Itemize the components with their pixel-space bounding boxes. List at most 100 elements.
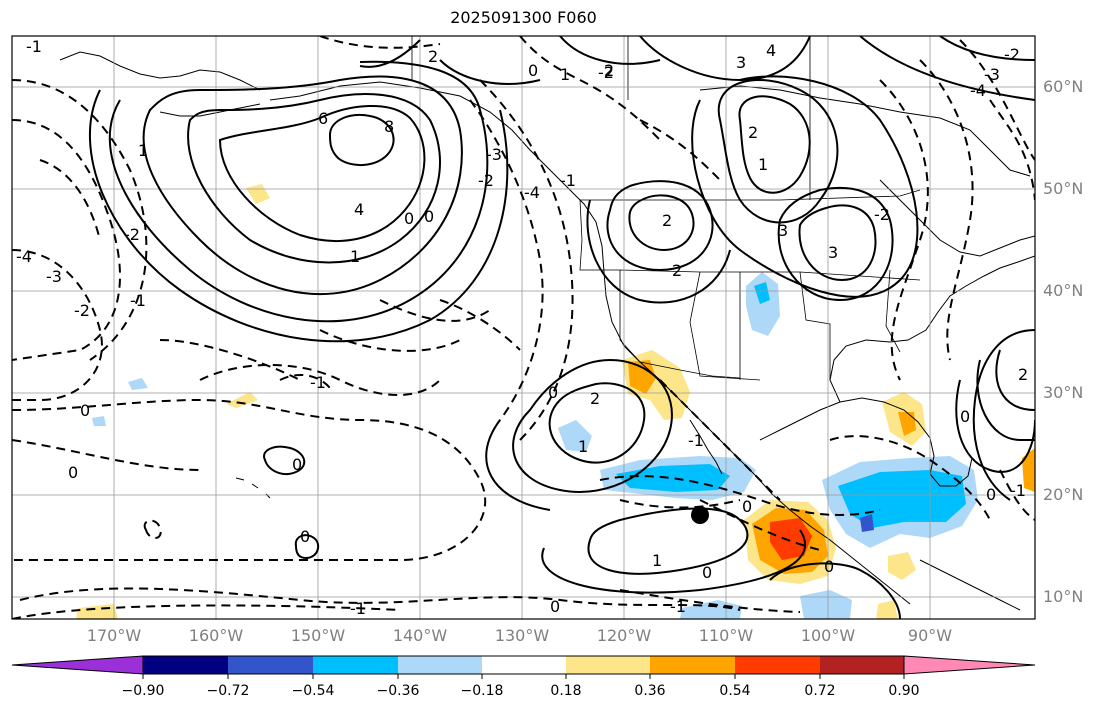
contour-label: 0 [550, 597, 560, 616]
negative-shading-gulf-yucatan-deep [860, 514, 874, 532]
contour-label: -4 [970, 81, 986, 100]
lat-label-20n: 20°N [1043, 485, 1084, 504]
contour-label: -1 [130, 291, 146, 310]
negative-shading-pacific-small [128, 378, 148, 390]
positive-shading-gulf-core [898, 412, 916, 436]
contour-label: 8 [384, 117, 394, 136]
lon-label-140w: 140°W [392, 626, 448, 645]
contour-label: -2 [1004, 45, 1020, 64]
lon-label-170w: 170°W [86, 626, 142, 645]
contour-label: 2 [662, 211, 672, 230]
colorbar [11, 655, 1036, 679]
contour-label: -1 [310, 373, 326, 392]
contour-label: -2 [478, 171, 494, 190]
colorbar-label: −0.72 [206, 683, 250, 699]
contour-labels: 6 8 4 1 2 2 1 2 3 3 2 1 0 0 0 2 1 0 1 0 … [16, 37, 1028, 618]
station-dot-marker [691, 506, 709, 524]
colorbar-swatch [735, 656, 820, 674]
lat-label-50n: 50°N [1043, 179, 1084, 198]
contour-label: -1 [350, 599, 366, 618]
contour-label: -1 [26, 37, 42, 56]
contour-label: 0 [292, 455, 302, 474]
contour-label: 1 [350, 247, 360, 266]
contour-label: 4 [766, 41, 776, 60]
colorbar-label: −0.18 [460, 683, 504, 699]
colorbar-label: −0.54 [291, 683, 335, 699]
contour-label: 2 [604, 61, 614, 80]
dashed-contours [12, 36, 1035, 619]
contour-label: 0 [824, 557, 834, 576]
colorbar-swatch [820, 656, 904, 674]
contour-label: 2 [748, 123, 758, 142]
contour-label: 0 [528, 61, 538, 80]
negative-shading-gulf-yucatan-core [838, 470, 966, 528]
contour-label: 0 [424, 207, 434, 226]
contour-label: 3 [736, 53, 746, 72]
lat-label-10n: 10°N [1043, 587, 1084, 606]
colorbar-extend-low [11, 655, 144, 675]
lon-label-110w: 110°W [698, 626, 754, 645]
colorbar-label: 0.72 [804, 683, 836, 699]
contour-label: 2 [590, 389, 600, 408]
plot-title: 2025091300 F060 [450, 8, 597, 27]
colorbar-label: −0.36 [376, 683, 420, 699]
contour-label: 0 [742, 497, 752, 516]
contour-label: -3 [486, 145, 502, 164]
positive-shading-west-small [226, 392, 258, 408]
political-borders [411, 36, 921, 381]
colorbar-swatch [566, 656, 650, 674]
colorbar-label: 0.36 [634, 683, 666, 699]
negative-shading-pacific-mexico-core [616, 464, 730, 492]
lon-label-160w: 160°W [188, 626, 244, 645]
lon-label-150w: 150°W [290, 626, 346, 645]
contour-label: -1 [688, 431, 704, 450]
colorbar-swatch [143, 656, 228, 674]
contour-label: -1 [670, 597, 686, 616]
colorbar-swatch [228, 656, 313, 674]
negative-shading-pacific-small2 [92, 416, 106, 426]
colorbar-label: 0.54 [719, 683, 751, 699]
contour-label: 6 [318, 109, 328, 128]
contour-label: 1 [138, 141, 148, 160]
contour-label: 2 [1018, 365, 1028, 384]
contour-label: 0 [548, 383, 558, 402]
contour-label: 0 [300, 527, 310, 546]
contour-label: -1 [560, 171, 576, 190]
contour-label: -2 [124, 225, 140, 244]
coastlines [59, 51, 1035, 611]
colorbar-label: 0.18 [550, 683, 582, 699]
positive-shading-sw [876, 600, 898, 619]
positive-shading-south-small [76, 604, 118, 619]
colorbar-swatch [482, 656, 566, 674]
colorbar-swatch [398, 656, 482, 674]
contour-label: -3 [46, 267, 62, 286]
contour-label: 2 [428, 47, 438, 66]
contour-label: 2 [672, 261, 682, 280]
colorbar-extend-high [903, 655, 1036, 675]
contour-label: 0 [702, 563, 712, 582]
contour-label: -4 [16, 247, 32, 266]
colorbar-swatch [650, 656, 735, 674]
contour-label: 4 [354, 200, 364, 219]
contour-label: 3 [828, 243, 838, 262]
positive-shading-caribbean [888, 552, 916, 580]
colorbar-label: 0.90 [888, 683, 920, 699]
contour-label: 1 [652, 551, 662, 570]
contour-label: 1 [560, 65, 570, 84]
negative-shading-socal [558, 420, 592, 452]
contour-label: 1 [578, 437, 588, 456]
negative-shading-south-mx [800, 590, 852, 619]
contour-label: 1 [758, 155, 768, 174]
contour-label: -4 [524, 183, 540, 202]
lat-label-30n: 30°N [1043, 383, 1084, 402]
contour-label: -1 [1010, 481, 1026, 500]
contour-label: 0 [986, 485, 996, 504]
negative-shading-rockies [746, 272, 780, 336]
contour-label: 0 [68, 463, 78, 482]
lat-label-40n: 40°N [1043, 281, 1084, 300]
contour-label: -3 [984, 65, 1000, 84]
solid-contours [89, 36, 1035, 619]
colorbar-frame [142, 655, 905, 675]
lon-label-90w: 90°W [907, 626, 953, 645]
